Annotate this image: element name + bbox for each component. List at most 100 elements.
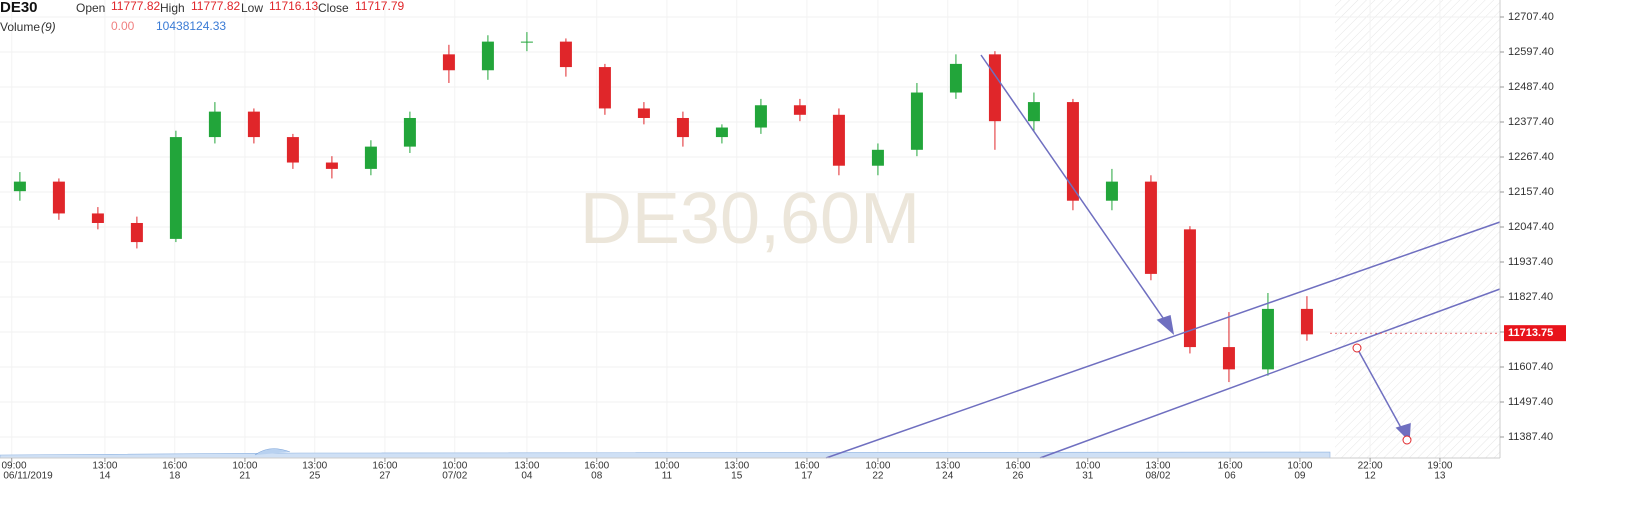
open-label: Open [76,1,105,15]
y-tick-label: 12707.40 [1508,11,1554,23]
x-tick-label: 10:00 [1287,461,1312,472]
candle-body [91,213,104,223]
x-tick-sublabel: 22 [872,471,884,482]
x-tick-label: 10:00 [232,461,257,472]
x-tick-sublabel: 08/02 [1145,471,1170,482]
x-tick-sublabel: 04 [521,471,533,482]
candle-body [1027,102,1040,122]
last-price-label: 11713.75 [1508,327,1553,339]
marker [1402,435,1412,445]
high-label: High [160,1,185,15]
x-tick-sublabel: 31 [1082,471,1094,482]
x-tick-sublabel: 24 [942,471,954,482]
candle-body [676,117,689,138]
x-tick-label: 10:00 [1075,461,1100,472]
low-label: Low [241,1,263,15]
volume-b: 10438124.33 [156,19,226,33]
volume-a: 0.00 [111,19,135,33]
y-tick-label: 12157.40 [1508,186,1554,198]
x-tick-sublabel: 09 [1294,471,1306,482]
x-tick-label: 19:00 [1427,461,1452,472]
future-area [1335,0,1500,458]
candle-body [1144,181,1157,274]
volume-area [0,451,1331,459]
x-tick-label: 16:00 [1005,461,1030,472]
arrow-head [1156,315,1175,335]
x-tick-sublabel: 17 [801,471,813,482]
low-value: 11716.13 [269,0,318,13]
y-tick-label: 11937.40 [1508,256,1553,268]
volume-period: (9) [41,20,56,34]
candle-body [403,117,416,147]
x-tick-label: 10:00 [654,461,679,472]
y-tick-label: 12047.40 [1508,221,1554,233]
x-tick-label: 10:00 [442,461,467,472]
candle-body [559,41,572,68]
x-tick-sublabel: 06/11/2019 [3,471,53,482]
candle-body [871,149,884,166]
candle-body [286,137,299,163]
symbol: DE30 [0,0,38,16]
open-value: 11777.82 [111,0,160,13]
candle-body [325,162,338,169]
close-label: Close [318,1,349,15]
candle-body [598,67,611,109]
x-tick-sublabel: 15 [731,471,743,482]
marker [1352,343,1362,353]
candle-body [442,54,455,71]
candle-body [793,105,806,115]
x-tick-sublabel: 06 [1225,471,1237,482]
channel-upper [825,221,1501,459]
x-tick-label: 16:00 [372,461,397,472]
candle-body [481,41,494,71]
candle-body [949,63,962,93]
forecast-arrow [1356,347,1406,436]
candle-body [715,127,728,138]
candle-body [364,146,377,169]
candle-body [1300,308,1313,335]
x-tick-label: 13:00 [1145,461,1170,472]
candle-body [1261,308,1274,370]
x-tick-label: 16:00 [162,461,187,472]
x-tick-sublabel: 18 [169,471,181,482]
x-tick-sublabel: 12 [1365,471,1377,482]
x-tick-label: 13:00 [92,461,117,472]
candle-body [520,41,533,43]
candle-body [1066,102,1079,201]
axes: 11387.4011497.4011607.4011717.4011827.40… [1,11,1566,482]
candle-body [832,114,845,166]
candle-body [1105,181,1118,201]
y-tick-label: 12487.40 [1508,81,1554,93]
last-price-tag [1504,325,1566,342]
x-tick-label: 13:00 [302,461,327,472]
candle-body [1183,229,1196,348]
x-tick-label: 16:00 [1218,461,1243,472]
high-value: 11777.82 [191,0,240,13]
candle-body [754,105,767,128]
watermark: DE30,60M [580,179,920,259]
candle-body [208,111,221,138]
x-tick-sublabel: 14 [99,471,111,482]
y-tick-label: 12377.40 [1508,116,1554,128]
grid [0,0,1500,458]
x-tick-sublabel: 25 [309,471,321,482]
candle-body [52,181,65,214]
volume-label: Volume [0,20,40,34]
x-tick-label: 16:00 [584,461,609,472]
candle-body [13,181,26,192]
candle-body [130,222,143,243]
candle-body [169,137,182,239]
y-tick-label: 11827.40 [1508,291,1553,303]
volume-bump [254,448,291,456]
x-tick-sublabel: 07/02 [442,471,467,482]
x-tick-label: 13:00 [935,461,960,472]
candle-body [910,92,923,150]
x-tick-label: 09:00 [1,461,26,472]
x-tick-label: 22:00 [1358,461,1383,472]
candle-body [247,111,260,138]
x-tick-sublabel: 08 [591,471,603,482]
close-value: 11717.79 [355,0,404,13]
x-tick-sublabel: 13 [1434,471,1446,482]
